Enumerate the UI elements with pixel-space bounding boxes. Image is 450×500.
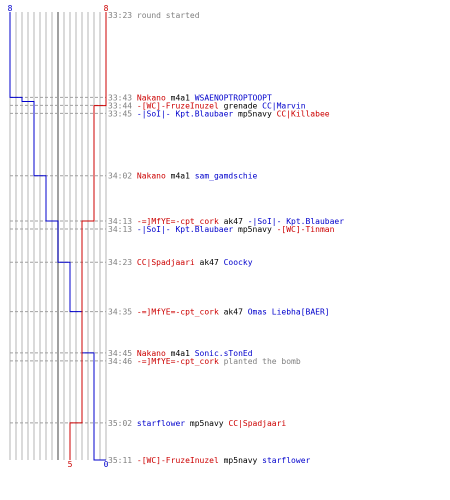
event-time: 33:45	[108, 109, 137, 118]
event-row: 34:45 Nakano m4a1 Sonic.sTonEd	[108, 349, 253, 358]
event-text-part: mp5navy	[219, 456, 262, 465]
event-text-part: CC|Spadjaari	[137, 258, 195, 267]
event-text-part: -|SoI|- Kpt.Blaubaer	[137, 109, 234, 118]
event-text-part: round started	[137, 11, 200, 20]
event-row: 33:44 -[WC]-FruzeInuzel grenade CC|Marvi…	[108, 101, 306, 110]
event-text-part: -=]MfYE=-cpt_cork	[137, 357, 219, 366]
event-time: 35:02	[108, 419, 137, 428]
event-text-part: ak47	[219, 308, 248, 317]
red-end-count: 5	[68, 460, 73, 469]
event-text-part: -=]MfYE=-cpt_cork	[137, 308, 219, 317]
event-text-part: mp5navy	[233, 225, 276, 234]
event-row: 33:43 Nakano m4a1 WSAENOPTROPTOOPT	[108, 93, 272, 102]
event-row: 35:11 -[WC]-FruzeInuzel mp5navy starflow…	[108, 456, 311, 465]
event-text-part: m4a1	[166, 93, 195, 102]
event-text-part: Omas Liebha[BAER]	[248, 308, 330, 317]
event-row: 35:02 starflower mp5navy CC|Spadjaari	[108, 419, 286, 428]
event-text-part: Nakano	[137, 93, 166, 102]
event-text-part: mp5navy	[185, 419, 228, 428]
red-start-count: 8	[104, 4, 109, 13]
event-time: 34:46	[108, 357, 137, 366]
event-row: 34:02 Nakano m4a1 sam_gamdschie	[108, 172, 258, 181]
event-time: 34:35	[108, 308, 137, 317]
event-time: 34:23	[108, 258, 137, 267]
event-text-part: WSAENOPTROPTOOPT	[195, 93, 272, 102]
event-text-part: -[WC]-FruzeInuzel	[137, 101, 219, 110]
event-text-part: ak47	[195, 258, 224, 267]
event-text-part: CC|Marvin	[262, 101, 306, 110]
event-text-part: starflower	[262, 456, 310, 465]
event-row: 34:13 -|SoI|- Kpt.Blaubaer mp5navy -[WC]…	[108, 225, 335, 234]
event-row: 34:23 CC|Spadjaari ak47 Coocky	[108, 258, 253, 267]
event-text-part: Nakano	[137, 172, 166, 181]
event-time: 34:13	[108, 225, 137, 234]
event-text-part: -|SoI|- Kpt.Blaubaer	[137, 225, 234, 234]
event-text-part: planted the bomb	[219, 357, 301, 366]
event-text-part: Nakano	[137, 349, 166, 358]
event-time: 33:23	[108, 11, 137, 20]
event-text-part: -|SoI|- Kpt.Blaubaer	[248, 217, 345, 226]
event-text-part: -[WC]-FruzeInuzel	[137, 456, 219, 465]
event-log: 33:23 round started 33:43 Nakano m4a1 WSA…	[108, 11, 344, 465]
event-text-part: m4a1	[166, 172, 195, 181]
event-text-part: grenade	[219, 101, 262, 110]
event-text-part: -[WC]-Tinman	[277, 225, 335, 234]
event-time: 33:44	[108, 101, 137, 110]
event-time: 34:02	[108, 172, 137, 181]
event-row: 34:46 -=]MfYE=-cpt_cork planted the bomb	[108, 357, 301, 366]
team-alive-series	[9, 12, 107, 461]
blue-team-alive-line	[9, 12, 106, 461]
event-row: 34:35 -=]MfYE=-cpt_cork ak47 Omas Liebha…	[108, 308, 330, 317]
event-text-part: Coocky	[224, 258, 253, 267]
event-text-part: ak47	[219, 217, 248, 226]
event-text-part: CC|Spadjaari	[228, 419, 286, 428]
event-row: 34:13 -=]MfYE=-cpt_cork ak47 -|SoI|- Kpt…	[108, 217, 344, 226]
event-time: 34:45	[108, 349, 137, 358]
event-text-part: CC|Killabee	[277, 109, 330, 118]
event-time: 33:43	[108, 93, 137, 102]
event-text-part: mp5navy	[233, 109, 276, 118]
event-row: 33:45 -|SoI|- Kpt.Blaubaer mp5navy CC|Ki…	[108, 109, 330, 118]
red-team-alive-line	[69, 12, 107, 460]
event-text-part: -=]MfYE=-cpt_cork	[137, 217, 219, 226]
event-text-part: starflower	[137, 419, 185, 428]
blue-end-count: 0	[104, 460, 109, 469]
event-text-part: Sonic.sTonEd	[195, 349, 253, 358]
event-text-part: m4a1	[166, 349, 195, 358]
event-row: 33:23 round started	[108, 11, 200, 20]
event-time: 35:11	[108, 456, 137, 465]
blue-start-count: 8	[8, 4, 13, 13]
event-text-part: sam_gamdschie	[195, 172, 258, 181]
event-time: 34:13	[108, 217, 137, 226]
team-count-labels: 8 8 0 5	[8, 4, 109, 469]
